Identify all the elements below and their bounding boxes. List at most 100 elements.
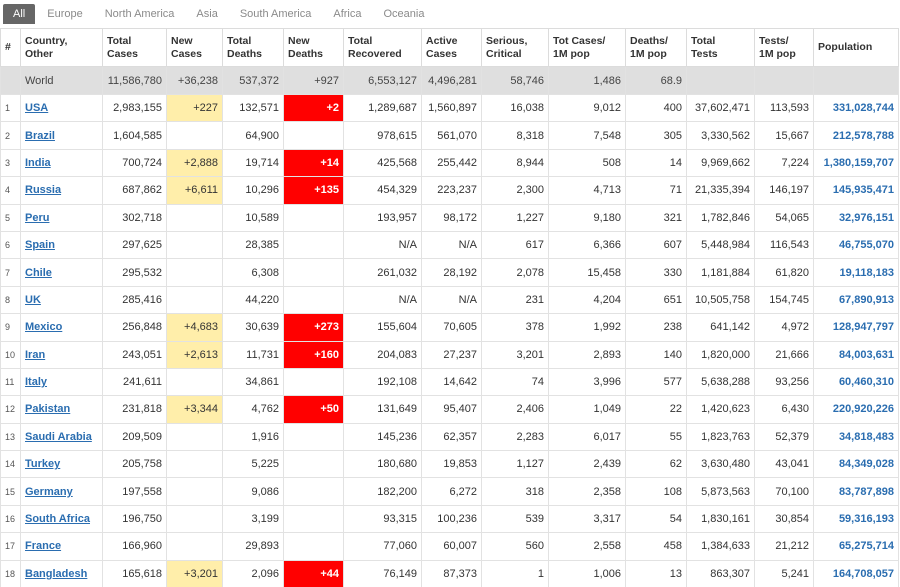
country-row: 15 Germany 197,558 9,086 182,200 6,272 318 2,35… — [0, 477, 899, 506]
data-cell[interactable]: 1,380,159,707 — [813, 148, 899, 178]
data-cell: 209,509 — [102, 422, 167, 452]
data-cell[interactable]: 164,708,057 — [813, 559, 899, 587]
country-cell[interactable]: Germany — [20, 477, 103, 506]
region-tab[interactable]: Asia — [196, 8, 218, 20]
country-cell[interactable]: Turkey — [20, 450, 103, 479]
column-header[interactable]: Total Recovered — [343, 28, 422, 67]
country-cell[interactable]: Peru — [20, 203, 103, 232]
country-cell[interactable]: Bangladesh — [20, 559, 103, 587]
region-tab[interactable]: Europe — [47, 8, 83, 20]
data-cell: 302,718 — [102, 203, 167, 232]
country-cell[interactable]: UK — [20, 285, 103, 315]
country-cell[interactable]: India — [20, 148, 103, 178]
country-row: 6 Spain 297,625 28,385 N/A N/A 617 6,366 607 5,44… — [0, 230, 899, 260]
column-header[interactable]: Population — [813, 28, 899, 67]
data-cell: +44 — [283, 559, 344, 587]
data-cell: 15,458 — [548, 258, 626, 287]
data-cell[interactable]: 220,920,226 — [813, 395, 899, 424]
header-text: Tests/ — [759, 34, 789, 47]
column-header[interactable]: Tests/1M pop — [754, 28, 814, 67]
data-cell[interactable]: 65,275,714 — [813, 532, 899, 561]
country-cell[interactable]: Iran — [20, 340, 103, 369]
data-cell: 28,385 — [222, 230, 284, 260]
data-cell[interactable]: 32,976,151 — [813, 203, 899, 232]
region-tab[interactable]: South America — [239, 8, 312, 20]
data-cell[interactable]: 212,578,788 — [813, 121, 899, 150]
column-header[interactable]: Active Cases — [421, 28, 482, 67]
empty-cell — [813, 66, 899, 95]
data-cell: 231,818 — [102, 395, 167, 424]
country-cell[interactable]: Italy — [20, 367, 103, 397]
data-cell[interactable]: 19,118,183 — [813, 258, 899, 287]
data-cell: 607 — [625, 230, 687, 260]
data-cell: 62,357 — [421, 422, 482, 452]
header-text: Cases — [107, 47, 138, 60]
data-cell: 30,639 — [222, 313, 284, 342]
data-cell: 62 — [625, 450, 687, 479]
column-header[interactable]: Country, Other — [20, 28, 103, 67]
data-cell[interactable]: 67,890,913 — [813, 285, 899, 315]
empty-cell — [283, 450, 344, 479]
data-cell[interactable]: 83,787,898 — [813, 477, 899, 506]
country-cell[interactable]: Pakistan — [20, 395, 103, 424]
data-cell[interactable]: 60,460,310 — [813, 367, 899, 397]
empty-cell — [166, 367, 223, 397]
data-cell: +227 — [166, 93, 223, 123]
data-cell: 19,714 — [222, 148, 284, 178]
data-cell: 30,854 — [754, 504, 814, 534]
data-cell[interactable]: 46,755,070 — [813, 230, 899, 260]
data-cell: 1,820,000 — [686, 340, 755, 369]
data-cell[interactable]: 84,349,028 — [813, 450, 899, 479]
data-cell: 297,625 — [102, 230, 167, 260]
column-header[interactable]: Total Deaths — [222, 28, 284, 67]
data-cell: 2,558 — [548, 532, 626, 561]
data-cell: 10,505,758 — [686, 285, 755, 315]
data-cell: 2,983,155 — [102, 93, 167, 123]
data-cell[interactable]: 128,947,797 — [813, 313, 899, 342]
country-cell[interactable]: South Africa — [20, 504, 103, 534]
data-cell[interactable]: 84,003,631 — [813, 340, 899, 369]
country-cell[interactable]: Spain — [20, 230, 103, 260]
column-header[interactable]: Serious, Critical — [481, 28, 549, 67]
column-header[interactable]: Total Cases — [102, 28, 167, 67]
column-header[interactable]: Tot Cases/1M pop — [548, 28, 626, 67]
country-cell[interactable]: USA — [20, 93, 103, 123]
data-cell: 18 — [0, 559, 21, 587]
column-header[interactable]: Deaths/1M pop — [625, 28, 687, 67]
empty-cell — [686, 66, 755, 95]
country-cell[interactable]: Russia — [20, 176, 103, 205]
data-cell: 6,366 — [548, 230, 626, 260]
data-cell: +927 — [283, 66, 344, 95]
country-cell[interactable]: Chile — [20, 258, 103, 287]
empty-cell — [0, 66, 21, 95]
data-cell[interactable]: 331,028,744 — [813, 93, 899, 123]
region-tab[interactable]: Oceania — [383, 8, 425, 20]
data-cell[interactable]: 59,316,193 — [813, 504, 899, 534]
data-cell: 1,181,884 — [686, 258, 755, 287]
country-cell[interactable]: Mexico — [20, 313, 103, 342]
region-tab[interactable]: Africa — [333, 8, 362, 20]
region-tabs: All Europe North America Asia South America A… — [0, 0, 900, 28]
data-cell: 21,212 — [754, 532, 814, 561]
data-cell: 978,615 — [343, 121, 422, 150]
column-header[interactable]: New Deaths — [283, 28, 344, 67]
column-header[interactable]: Total Tests — [686, 28, 755, 67]
data-cell: N/A — [421, 230, 482, 260]
country-cell[interactable]: Saudi Arabia — [20, 422, 103, 452]
header-text: Total — [227, 34, 252, 47]
column-header[interactable]: # — [0, 28, 21, 67]
data-cell[interactable]: 145,935,471 — [813, 176, 899, 205]
data-cell[interactable]: 34,818,483 — [813, 422, 899, 452]
data-cell: 2 — [0, 121, 21, 150]
data-cell: 1,916 — [222, 422, 284, 452]
data-cell: 145,236 — [343, 422, 422, 452]
data-cell: +14 — [283, 148, 344, 178]
data-cell: +3,201 — [166, 559, 223, 587]
country-cell[interactable]: Brazil — [20, 121, 103, 150]
data-cell: 617 — [481, 230, 549, 260]
region-tab[interactable]: North America — [104, 8, 175, 20]
country-cell[interactable]: France — [20, 532, 103, 561]
column-header[interactable]: New Cases — [166, 28, 223, 67]
data-cell: 7 — [0, 258, 21, 287]
region-tab[interactable]: All — [3, 4, 36, 24]
